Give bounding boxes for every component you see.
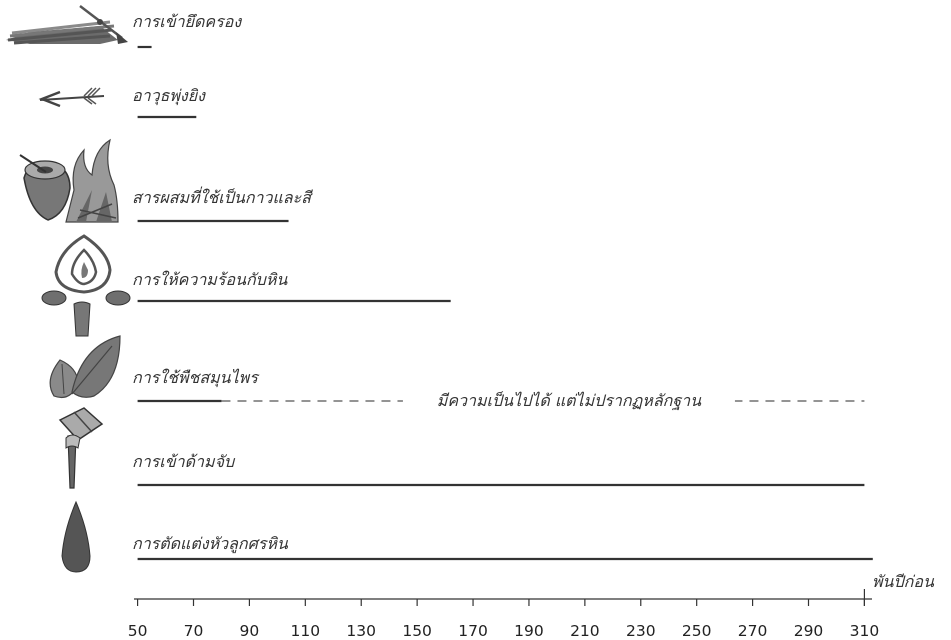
row-label: การเข้าด้ามจับ	[132, 452, 236, 471]
x-axis: 50 70 90 110 130 150 170 190 210 230 250 270 290 310 พ…	[128, 572, 935, 640]
spears-icon	[6, 6, 128, 44]
glue-fire-icon	[20, 140, 118, 222]
row-label: การเข้ายึดครอง	[132, 12, 242, 31]
tick-label: 150	[402, 622, 432, 640]
tick-label: 250	[682, 622, 712, 640]
tick-label: 70	[184, 622, 204, 640]
tick-label: 90	[240, 622, 260, 640]
tick-label: 190	[514, 622, 544, 640]
tick-label: 310	[850, 622, 880, 640]
tick-label: 270	[738, 622, 768, 640]
timeline-rows: การเข้ายึดครองอาวุธพุ่งยิงสารผสมที่ใช้เป…	[132, 12, 873, 559]
tick-label: 130	[346, 622, 376, 640]
campfire-stones-icon	[42, 236, 130, 336]
row-label: สารผสมที่ใช้เป็นกาวและสี	[132, 186, 313, 207]
icon-column	[6, 6, 130, 572]
tick-label: 290	[794, 622, 824, 640]
possible-annotation: มีความเป็นไปได้ แต่ไม่ปรากฏหลักฐาน	[437, 391, 702, 411]
tick-label: 110	[291, 622, 321, 640]
leaves-icon	[50, 336, 120, 398]
arrow-icon	[40, 88, 104, 106]
row-label: การให้ความร้อนกับหิน	[132, 270, 288, 289]
tick-label: 210	[570, 622, 600, 640]
x-unit-label: พันปีก่อน	[872, 572, 935, 591]
row-label: การตัดแต่งหัวลูกศรหิน	[132, 534, 289, 554]
hafted-axe-icon	[60, 408, 102, 488]
tick-label: 50	[128, 622, 148, 640]
row-label: การใช้พืชสมุนไพร	[132, 368, 260, 388]
tick-label: 230	[626, 622, 656, 640]
row-label: อาวุธพุ่งยิง	[132, 86, 206, 106]
stone-point-icon	[62, 502, 90, 572]
tick-label: 170	[458, 622, 488, 640]
